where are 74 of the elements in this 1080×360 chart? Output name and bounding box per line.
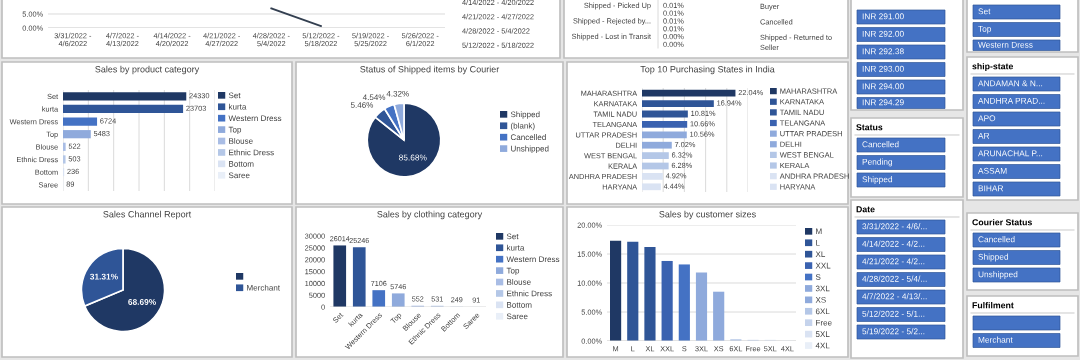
category-label: INR 293.00 [862, 65, 904, 72]
category-label: INR 291.00 [862, 13, 904, 20]
category-label: 4/7/2022 - 4/13/... [862, 293, 927, 300]
legend-label: Merchant [247, 284, 280, 291]
data-label: 85.68% [399, 154, 427, 161]
legend-label: 3XL [815, 285, 830, 292]
legend-label: Ethnic Dress [229, 149, 274, 156]
text: Date [856, 206, 875, 213]
category-label: Pending [862, 158, 893, 167]
chart-title: Sales by product category [95, 65, 200, 75]
category-label: ANDHRA PRAD... [978, 97, 1045, 104]
category-label: 4/28/2022 - 5/4/... [862, 275, 927, 282]
legend-label: Unshipped [511, 145, 549, 154]
legend-label: Top [506, 267, 520, 276]
data-label: 4.54% [362, 94, 386, 101]
chart-title: Status of Shipped items by Courier [360, 65, 500, 75]
legend-label: S [815, 274, 821, 280]
category-label: Set [978, 8, 991, 15]
data-label: 68.69% [128, 299, 156, 305]
category-label: Cancelled [978, 236, 1015, 243]
category-label: 5/19/2022 - 5/2... [862, 328, 925, 335]
legend-label: Bottom [229, 161, 254, 167]
category-label: Shipped [862, 176, 893, 184]
text: Status [856, 124, 883, 131]
data-label: 4.32% [386, 90, 409, 97]
category-label: Merchant [978, 336, 1013, 343]
legend-label: (blank) [510, 122, 535, 131]
data-label: 5.46% [350, 102, 374, 108]
chart-title: Top 10 Purchasing States in India [640, 65, 775, 75]
legend-label: Bottom [507, 302, 532, 308]
category-label: INR 294.29 [862, 99, 904, 106]
chart-title: Sales Channel Report [103, 210, 192, 220]
legend-label: XXL [815, 262, 831, 269]
legend-label: kurta [229, 103, 247, 110]
legend-label: Set [506, 233, 519, 240]
legend-label: Blouse [507, 278, 531, 285]
category-label: INR 292.38 [862, 48, 904, 55]
category-label: APO [978, 115, 996, 122]
category-label: 4/14/2022 - 4/2... [862, 240, 925, 247]
text: ship-state [972, 62, 1014, 72]
legend-label: L [816, 240, 820, 246]
chart-title: Sales by customer sizes [659, 210, 756, 220]
legend-label: Blouse [229, 137, 253, 144]
category-label: Top [978, 25, 992, 34]
legend-label: Top [228, 126, 242, 135]
category-label: INR 292.00 [862, 30, 904, 37]
legend-label: Western Dress [506, 256, 560, 263]
legend-label: 5XL [815, 331, 830, 337]
category-label: BIHAR [978, 185, 1004, 192]
text: Courier Status [972, 218, 1032, 226]
category-label: 4/21/2022 - 4/2... [862, 258, 925, 265]
legend-label: Cancelled [510, 134, 546, 141]
category-label: INR 294.00 [862, 83, 904, 90]
legend-label: Saree [228, 172, 250, 179]
legend-label: kurta [507, 244, 525, 251]
legend-label: Set [228, 92, 241, 99]
legend-label: Western Dress [228, 115, 282, 122]
category-label: ASSAM [978, 167, 1007, 174]
legend-label: XL [815, 251, 826, 257]
category-label: ARUNACHAL P... [978, 150, 1043, 157]
data-label: 31.31% [90, 273, 118, 280]
legend-label: Shipped [510, 111, 540, 119]
category-label: ANDAMAN & N... [978, 80, 1043, 87]
category-label: Cancelled [862, 141, 899, 148]
category-label: Unshipped [978, 271, 1018, 279]
category-label: AR [978, 132, 990, 139]
legend-label: Ethnic Dress [507, 290, 552, 297]
legend-label: M [816, 228, 822, 235]
category-label: 5/12/2022 - 5/1... [862, 310, 925, 317]
legend-label: XS [815, 297, 826, 303]
category-label: Shipped [978, 253, 1009, 262]
category-label: 3/31/2022 - 4/6/... [862, 223, 927, 230]
text: Fulfilment [972, 301, 1014, 309]
chart-title: Sales by clothing category [377, 210, 483, 220]
